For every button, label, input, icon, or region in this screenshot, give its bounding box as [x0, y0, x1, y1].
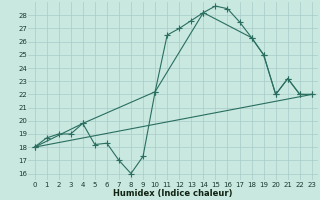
X-axis label: Humidex (Indice chaleur): Humidex (Indice chaleur)	[114, 189, 233, 198]
